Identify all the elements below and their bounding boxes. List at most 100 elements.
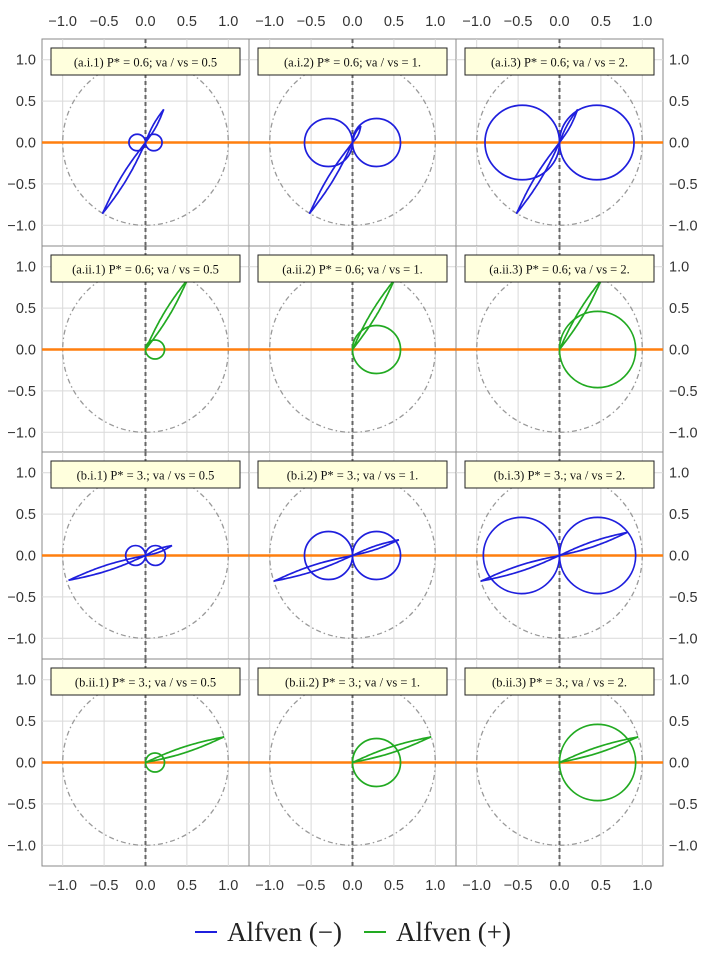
panel-8: (b.i.2) P* = 3.; va / vs = 1. [248, 451, 457, 660]
panel-label: (a.i.3) P* = 0.6; va / vs = 2. [491, 56, 628, 70]
x-tick-label-bottom: −0.5 [504, 878, 533, 894]
x-tick-label-top: −1.0 [48, 14, 77, 30]
y-tick-label-right: 0.0 [669, 549, 689, 565]
y-tick-label-right: 1.0 [669, 260, 689, 276]
x-tick-label-top: 0.5 [591, 14, 611, 30]
panel-label: (b.ii.2) P* = 3.; va / vs = 1. [285, 676, 420, 690]
y-tick-label-left: −0.5 [7, 384, 36, 400]
curve-line-positive [558, 108, 579, 144]
legend: Alfven (−) Alfven (+) [0, 912, 706, 952]
x-tick-label-bottom: −1.0 [462, 878, 491, 894]
y-tick-label-left: 0.0 [16, 343, 36, 359]
y-tick-label-right: 0.5 [669, 507, 689, 523]
panel-label-box [257, 460, 448, 489]
x-tick-label-top: −0.5 [90, 14, 119, 30]
x-tick-label-top: 0.0 [135, 14, 155, 30]
y-tick-label-left: 0.5 [16, 507, 36, 523]
y-tick-label-left: 1.0 [16, 260, 36, 276]
y-tick-label-left: −0.5 [7, 177, 36, 193]
curve-line-negative [308, 141, 354, 215]
x-tick-label-top: −1.0 [462, 14, 491, 30]
x-tick-label-top: 0.0 [342, 14, 362, 30]
panel-plot-area [456, 452, 663, 659]
panel-6: (a.ii.3) P* = 0.6; va / vs = 2. [455, 245, 664, 454]
panel-11: (b.ii.2) P* = 3.; va / vs = 1. [248, 658, 457, 867]
y-tick-label-right: 0.0 [669, 136, 689, 152]
panel-5: (a.ii.2) P* = 0.6; va / vs = 1. [248, 245, 457, 454]
panel-label-box [257, 667, 448, 696]
panel-12: (b.ii.3) P* = 3.; va / vs = 2. [455, 658, 664, 867]
y-tick-label-right: −0.5 [669, 590, 698, 606]
panel-label-box [50, 47, 241, 76]
y-tick-label-right: −1.0 [669, 631, 698, 647]
curve-line-positive [144, 108, 165, 144]
y-tick-label-right: −1.0 [669, 425, 698, 441]
x-tick-label-bottom: 0.5 [177, 878, 197, 894]
curve-line-negative [101, 141, 147, 215]
panel-2: (a.i.2) P* = 0.6; va / vs = 1. [248, 38, 457, 247]
legend-item-plus: Alfven (+) [364, 917, 511, 948]
panel-label-box [257, 47, 448, 76]
x-tick-label-top: 1.0 [632, 14, 652, 30]
panel-label: (a.i.1) P* = 0.6; va / vs = 0.5 [74, 56, 217, 70]
x-tick-label-top: −0.5 [297, 14, 326, 30]
panel-label: (a.i.2) P* = 0.6; va / vs = 1. [284, 56, 421, 70]
legend-swatch-minus [195, 931, 218, 933]
panel-3: (a.i.3) P* = 0.6; va / vs = 2. [455, 38, 664, 247]
panel-label-box [50, 667, 241, 696]
y-tick-label-left: −0.5 [7, 590, 36, 606]
x-tick-label-bottom: 0.5 [384, 878, 404, 894]
y-tick-label-left: 0.0 [16, 756, 36, 772]
x-tick-label-top: 1.0 [425, 14, 445, 30]
y-tick-label-right: −0.5 [669, 177, 698, 193]
curve-line-negative [480, 554, 560, 583]
x-tick-label-bottom: 1.0 [218, 878, 238, 894]
x-tick-label-top: −1.0 [255, 14, 284, 30]
y-tick-label-right: −1.0 [669, 218, 698, 234]
panel-7: (b.i.1) P* = 3.; va / vs = 0.5 [41, 451, 250, 660]
y-tick-label-left: 0.5 [16, 714, 36, 730]
x-tick-label-bottom: −1.0 [255, 878, 284, 894]
curve-line-positive [559, 531, 628, 557]
x-tick-label-bottom: −0.5 [90, 878, 119, 894]
legend-label-minus: Alfven (−) [227, 916, 342, 947]
curve-line-positive [145, 735, 225, 764]
x-tick-label-bottom: 0.0 [342, 878, 362, 894]
x-tick-label-top: 0.5 [384, 14, 404, 30]
curve-line-negative [515, 141, 561, 215]
y-tick-label-left: 0.5 [16, 94, 36, 110]
y-tick-label-left: 0.5 [16, 301, 36, 317]
y-tick-label-left: −1.0 [7, 425, 36, 441]
y-tick-label-right: 1.0 [669, 466, 689, 482]
curve-line-positive [145, 544, 173, 557]
x-tick-label-bottom: 0.0 [549, 878, 569, 894]
panel-label: (a.ii.3) P* = 0.6; va / vs = 2. [489, 263, 629, 277]
panel-label: (b.i.3) P* = 3.; va / vs = 2. [494, 469, 625, 483]
panel-label-box [464, 47, 655, 76]
curve-line-positive [559, 735, 639, 764]
panel-label-box [464, 460, 655, 489]
y-tick-label-right: 0.0 [669, 343, 689, 359]
panel-label-box [50, 254, 241, 283]
panel-label: (b.ii.3) P* = 3.; va / vs = 2. [492, 676, 627, 690]
y-tick-label-right: −0.5 [669, 797, 698, 813]
x-tick-label-bottom: 1.0 [425, 878, 445, 894]
panel-4: (a.ii.1) P* = 0.6; va / vs = 0.5 [41, 245, 250, 454]
panel-label: (a.ii.2) P* = 0.6; va / vs = 1. [282, 263, 422, 277]
curve-line-positive [352, 735, 432, 764]
y-tick-label-left: −1.0 [7, 838, 36, 854]
y-tick-label-right: 1.0 [669, 673, 689, 689]
curve-line-positive [352, 538, 400, 557]
panel-label: (b.i.2) P* = 3.; va / vs = 1. [287, 469, 418, 483]
x-tick-label-top: 0.5 [177, 14, 197, 30]
panel-label-box [50, 460, 241, 489]
panel-10: (b.ii.1) P* = 3.; va / vs = 0.5 [41, 658, 250, 867]
curve-line-negative [273, 554, 353, 583]
x-tick-label-top: 1.0 [218, 14, 238, 30]
x-tick-label-top: 0.0 [549, 14, 569, 30]
y-tick-label-right: 0.5 [669, 94, 689, 110]
x-tick-label-bottom: 1.0 [632, 878, 652, 894]
panel-label-box [257, 254, 448, 283]
panel-label: (b.i.1) P* = 3.; va / vs = 0.5 [77, 469, 215, 483]
